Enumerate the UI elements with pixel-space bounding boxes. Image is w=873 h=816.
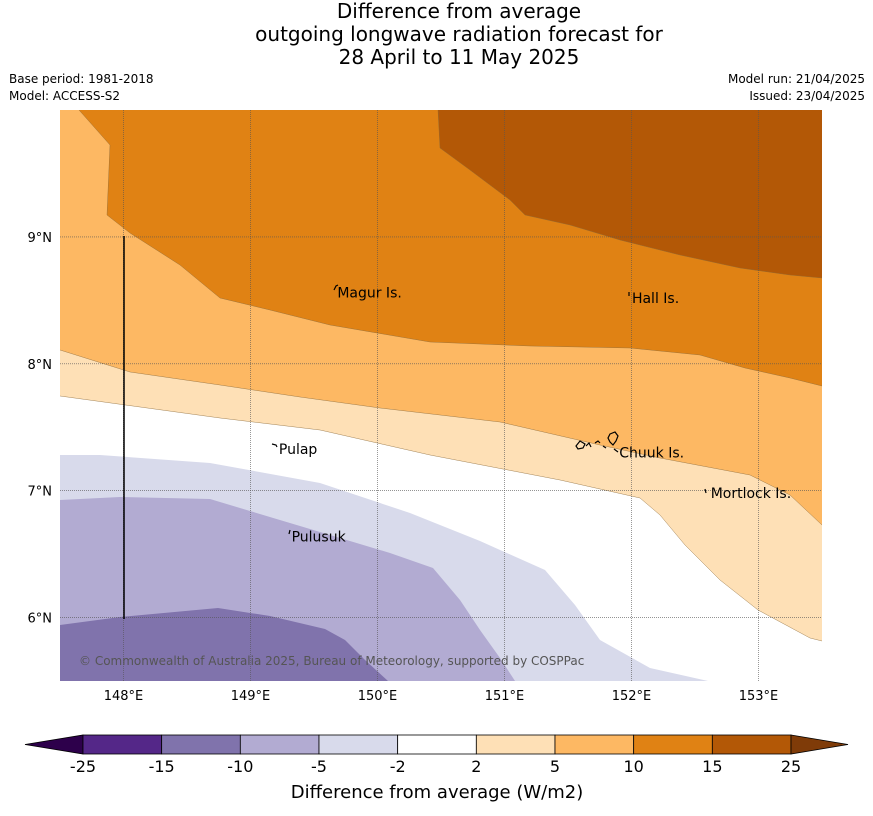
place-label: Pulusuk (292, 529, 347, 545)
colorbar-segment (239, 734, 320, 755)
colorbar-segment (554, 734, 635, 755)
anomaly-band-minus-10-to-minus-15 (60, 608, 388, 681)
colorbar-segment (397, 734, 477, 755)
colorbar-segment (318, 734, 399, 755)
place-labels: Magur Is. Hall Is. Pulap Chuuk Is. Mortlock … (279, 286, 791, 546)
chuuk-lagoon-shape (575, 431, 619, 453)
colorbar-segment (82, 734, 163, 755)
colorbar-tick-label: -15 (149, 757, 175, 776)
title-line-3: 28 April to 11 May 2025 (338, 45, 580, 69)
place-label: Hall Is. (632, 291, 679, 307)
lat-tick-label: 7°N (28, 485, 53, 500)
colorbar-tick-label: 10 (623, 757, 643, 776)
colorbar-tick-label: 2 (471, 757, 481, 776)
colorbar-tick-label: 15 (702, 757, 722, 776)
colorbar-tick-label: -5 (311, 757, 327, 776)
colorbar: -25 -15 -10 -5 -2 2 5 10 15 25 (24, 734, 849, 776)
colorbar-tick-label: 25 (781, 757, 801, 776)
lon-tick-label: 153°E (739, 689, 779, 704)
colorbar-extend-high (790, 734, 849, 755)
place-label: Magur Is. (337, 286, 402, 302)
colorbar-tick-label: 5 (550, 757, 560, 776)
lon-tick-label: 150°E (358, 689, 398, 704)
place-label: Mortlock Is. (711, 486, 791, 502)
meta-right: Model run: 21/04/2025 Issued: 23/04/2025 (728, 71, 865, 105)
copyright-notice: © Commonwealth of Australia 2025, Bureau… (79, 654, 584, 668)
lon-tick-label: 148°E (104, 689, 144, 704)
magur-island-shape (333, 284, 339, 291)
axis-labels: 148°E 149°E 150°E 151°E 152°E 153°E 9°N 8°N 7°N 6… (28, 231, 779, 704)
meta-left: Base period: 1981-2018 Model: ACCESS-S2 (9, 71, 154, 105)
colorbar-segment (711, 734, 792, 755)
graticule (60, 110, 822, 681)
colorbar-tick-label: -2 (390, 757, 406, 776)
lon-tick-label: 149°E (231, 689, 271, 704)
map-title: Difference from average outgoing longwav… (0, 0, 873, 69)
lat-tick-label: 8°N (28, 358, 53, 373)
model-run: Model run: 21/04/2025 (727, 72, 865, 86)
colorbar-segment (475, 734, 556, 755)
pulap-island-shape (271, 443, 278, 448)
colorbar-segment (161, 734, 241, 755)
lon-tick-label: 152°E (612, 689, 652, 704)
place-label: Pulap (279, 442, 318, 458)
anomaly-band-15-to-25 (438, 110, 822, 278)
lat-tick-label: 6°N (28, 612, 53, 627)
islands (271, 284, 707, 535)
issued-date: Issued: 23/04/2025 (749, 89, 865, 103)
colorbar-title: Difference from average (W/m2) (291, 782, 583, 803)
place-label: Chuuk Is. (619, 446, 684, 462)
colorbar-tick-label: -25 (70, 757, 96, 776)
mortlock-island-shape (704, 488, 707, 494)
pulusuk-island-shape (288, 529, 291, 535)
lat-tick-label: 9°N (28, 231, 53, 246)
lon-tick-label: 151°E (485, 689, 525, 704)
title-line-1: Difference from average (336, 0, 582, 23)
colorbar-tick-label: -10 (227, 757, 253, 776)
model-name: Model: ACCESS-S2 (9, 89, 121, 103)
title-line-2: outgoing longwave radiation forecast for (255, 22, 663, 46)
colorbar-segment (633, 734, 713, 755)
map-panel: Magur Is. Hall Is. Pulap Chuuk Is. Mortlock … (59, 109, 823, 681)
colorbar-extend-low (24, 734, 84, 755)
base-period: Base period: 1981-2018 (9, 72, 154, 86)
